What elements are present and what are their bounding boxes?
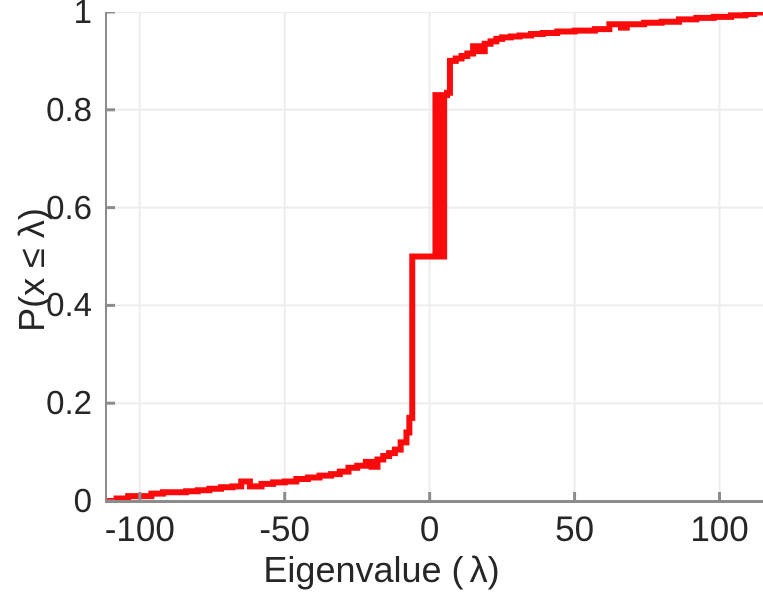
x-tick-label: 50 — [555, 510, 595, 549]
axis-lines — [105, 12, 763, 503]
y-tick-label: 1 — [73, 0, 92, 30]
x-tick-label: -100 — [104, 510, 175, 549]
cdf-plot-svg — [105, 12, 763, 503]
x-axis-title-text: Eigenvalue ( — [263, 549, 464, 590]
x-tick-label: 100 — [690, 510, 749, 549]
x-tick-label: 0 — [419, 510, 440, 549]
x-axis-title: Eigenvalue (λ) — [0, 552, 763, 588]
y-tick-label: 0.2 — [46, 384, 92, 422]
y-axis-ticks — [105, 12, 115, 503]
y-axis-title: P(x ≤ λ) — [11, 208, 52, 332]
x-axis-ticks — [138, 492, 722, 501]
y-axis-tick-labels: 0 0.2 0.4 0.6 0.8 1 — [0, 0, 98, 600]
x-tick-label: -50 — [259, 510, 310, 549]
y-tick-label: 0.6 — [46, 188, 92, 226]
y-tick-label: 0.4 — [46, 286, 92, 324]
y-tick-label: 0 — [73, 482, 92, 519]
y-tick-label: 0.8 — [46, 90, 92, 128]
cdf-curve-line — [105, 12, 763, 503]
plot-area — [105, 12, 763, 503]
cdf-curve-group — [105, 12, 763, 503]
x-axis-title-lambda: λ) — [469, 549, 500, 590]
